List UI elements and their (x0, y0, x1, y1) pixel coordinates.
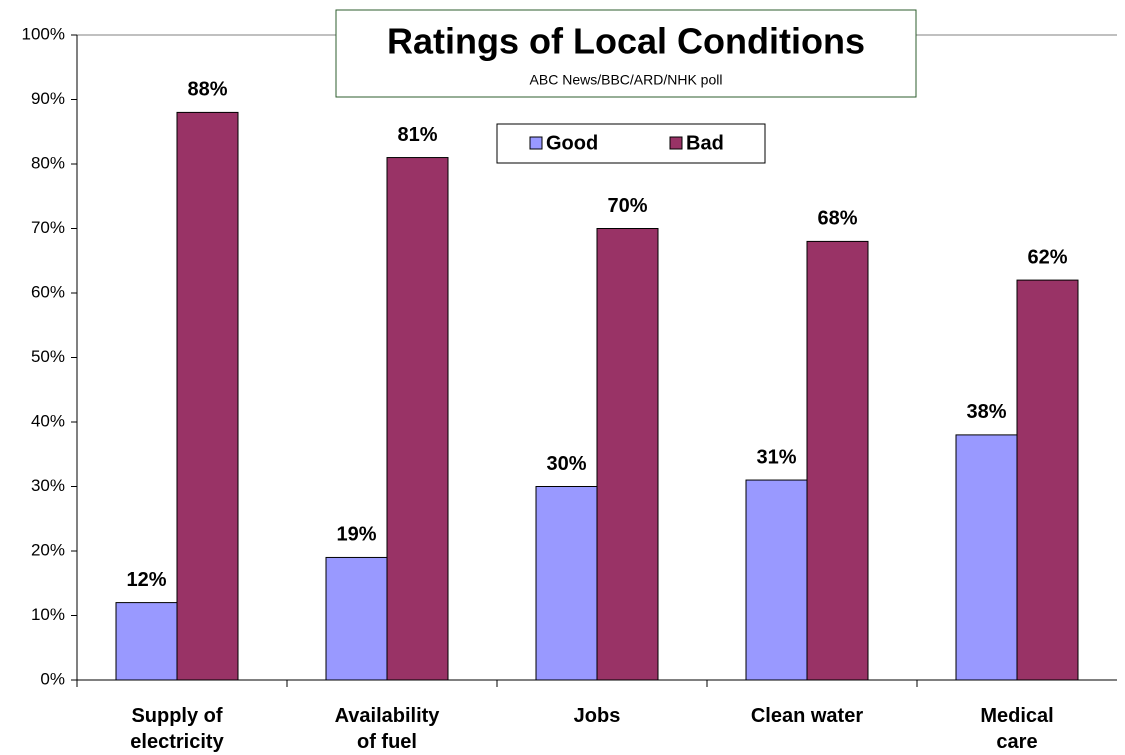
y-tick-label: 30% (31, 476, 65, 495)
chart-subtitle: ABC News/BBC/ARD/NHK poll (530, 72, 723, 88)
bar (596, 228, 659, 681)
x-tick-label: Medical care (980, 705, 1054, 753)
bar (535, 486, 598, 681)
bar (176, 111, 239, 681)
y-tick-label: 10% (31, 605, 65, 624)
data-label: 38% (966, 401, 1006, 423)
bar (806, 240, 869, 681)
title-box (335, 9, 917, 98)
data-label: 88% (187, 79, 227, 101)
data-label: 81% (397, 124, 437, 146)
data-label: 12% (126, 569, 166, 591)
bar (745, 479, 808, 681)
legend-label: Good (546, 132, 598, 154)
y-tick-label: 20% (31, 540, 65, 559)
x-tick-label: Availability of fuel (334, 705, 440, 753)
data-label: 19% (336, 524, 376, 546)
data-label: 68% (817, 208, 857, 230)
data-label: 62% (1027, 246, 1067, 268)
y-tick-label: 90% (31, 89, 65, 108)
y-tick-label: 50% (31, 347, 65, 366)
y-tick-label: 80% (31, 153, 65, 172)
data-label: 31% (756, 446, 796, 468)
x-tick-label: Supply of electricity (130, 705, 224, 753)
data-label: 30% (546, 453, 586, 475)
bar (386, 157, 449, 681)
bar (115, 602, 178, 681)
y-tick-label: 60% (31, 282, 65, 301)
y-tick-label: 70% (31, 218, 65, 237)
bar (325, 556, 388, 681)
bar (1016, 279, 1079, 681)
data-label: 70% (607, 195, 647, 217)
x-tick-label: Jobs (573, 705, 621, 727)
x-tick-label: Clean water (750, 705, 864, 727)
bar (955, 434, 1018, 681)
legend-swatch (669, 136, 683, 150)
y-tick-label: 0% (40, 669, 65, 688)
legend-swatch (529, 136, 543, 150)
y-tick-label: 40% (31, 411, 65, 430)
y-tick-label: 100% (22, 24, 65, 43)
chart-title: Ratings of Local Conditions (387, 21, 865, 62)
legend-label: Bad (686, 132, 724, 154)
